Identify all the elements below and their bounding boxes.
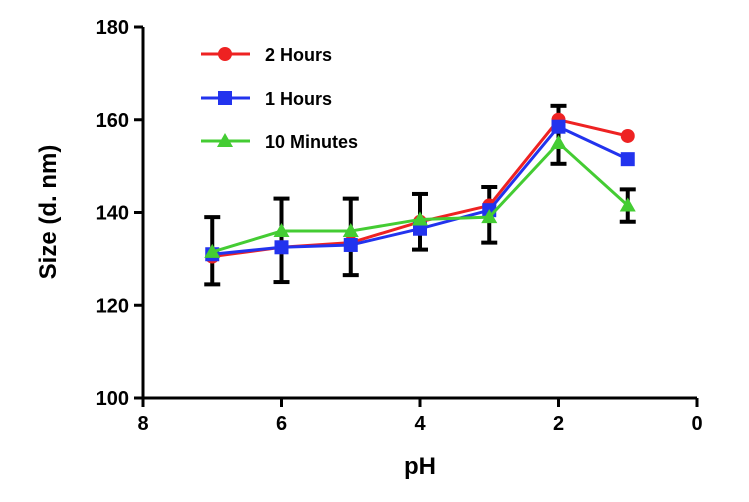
data-point-1-hours [551,119,566,134]
x-ticks: 8 6 4 2 0 [137,398,703,435]
legend-entry-1-hours: 1 Hours [201,89,332,109]
data-point-1-hours [343,237,358,252]
series-group [204,112,636,264]
legend-entry-10-minutes: 10 Minutes [201,132,358,152]
y-ticks: 100 120 140 160 180 [96,17,143,410]
data-point-10-minutes [412,211,428,226]
x-tick-label: 2 [553,413,564,435]
y-tick-label: 120 [96,295,129,317]
legend-label-10-minutes: 10 Minutes [265,132,358,152]
y-axis-title: Size (d. nm) [35,145,62,280]
x-tick-label: 4 [414,413,426,435]
data-point-10-minutes [619,197,636,212]
y-tick-label: 140 [96,203,129,225]
data-point-10-minutes [273,223,290,238]
data-point-1-hours [274,240,289,255]
x-tick-label: 6 [276,413,287,435]
data-point-1-hours [620,152,635,167]
legend-marker-10-minutes [217,133,233,147]
series-10-minutes [204,134,636,258]
x-axis-title: pH [404,453,436,480]
y-tick-label: 100 [96,388,129,410]
legend-marker-1-hours [218,91,232,105]
data-point-2-hours [620,128,635,143]
data-point-10-minutes [481,209,498,224]
legend-marker-2-hours [218,47,232,61]
data-point-10-minutes [204,243,221,258]
y-tick-label: 180 [96,17,129,39]
legend: 2 Hours 1 Hours 10 Minutes [201,45,358,152]
y-tick-label: 160 [96,110,129,132]
legend-label-1-hours: 1 Hours [265,89,332,109]
data-point-10-minutes [550,134,567,149]
legend-label-2-hours: 2 Hours [265,45,332,65]
x-tick-label: 0 [691,413,702,435]
legend-entry-2-hours: 2 Hours [201,45,332,65]
x-tick-label: 8 [137,413,148,435]
axes: 100 120 140 160 180 8 6 4 2 0 [96,17,703,435]
data-point-10-minutes [342,223,359,238]
